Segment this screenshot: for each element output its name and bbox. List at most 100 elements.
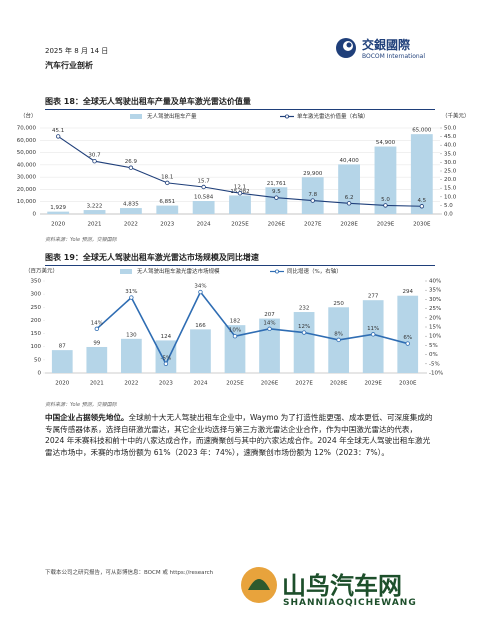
line-marker [336,337,341,343]
bar-label: 3,222 [87,204,103,210]
line-label: 12% [298,324,310,330]
line-label: 10% [229,328,241,334]
paragraph-body: 全球前十大无人驾驶出租车企业中，Waymo 为了打造性能更强、成本更低、可深度集… [45,413,433,457]
bar [301,177,324,214]
y-tick-label: 0 [38,371,42,377]
watermark-subtitle: SHANNIAOQICHEWANG [283,598,417,608]
y-tick-label: 20,000 [17,187,37,193]
footer: 下载本公司之研究报告，可从彭博信息：BOCM 或 https://researc… [45,570,214,576]
bar [83,210,106,214]
y2-tick-label: 35% [429,288,441,294]
bar-label: 21,761 [267,181,286,187]
date: 2025 年 8 月 14 日 [45,47,109,55]
chart: （百万美元） 0 50 100 150 200 250 300 350 -10% -5% 0% 5% 10… [25,267,443,387]
x-tick-label: 2020 [51,222,65,228]
line-marker [370,332,376,337]
line-label: 14% [91,320,103,326]
source: 资料来源：Yole 预测，交银国际 [45,237,117,243]
paragraph-lead: 中国企业占据领先地位。 [45,413,129,422]
y2-tick-label: 40% [429,279,441,285]
y2-tick-label: 40.0 [444,143,457,149]
x-tick-label: 2027E [295,381,313,387]
bar [121,338,142,373]
x-tick-label: 2026E [268,222,286,228]
y2-tick-label: 20% [429,315,441,321]
line-marker [383,203,388,208]
legend-swatch [120,269,132,274]
line-marker [55,134,61,139]
line-label: 34% [194,284,206,290]
y2-tick-label: 5% [429,343,438,349]
watermark-icon [241,567,277,603]
x-tick-label: 2030E [413,222,431,228]
y2-tick-label: 15% [429,325,441,331]
line-marker [274,195,279,200]
bar [229,195,251,214]
bar-label: 1,929 [50,205,66,211]
legend-label: 无人驾驶出租车产量 [147,112,197,120]
line-label: 6.2 [345,195,354,201]
bar-label: 294 [402,289,413,295]
bar-label: 130 [126,332,137,338]
bar-label: 40,400 [339,158,359,164]
y-tick-label: 150 [31,331,42,337]
line-label: -5% [161,355,172,361]
y-tick-label: 250 [31,305,42,311]
bar [293,312,315,373]
legend-swatch [274,269,279,274]
paragraph: 中国企业占据领先地位。全球前十大无人驾驶出租车企业中，Waymo 为了打造性能更… [45,412,435,458]
line-marker [92,158,97,164]
x-tick-label: 2026E [261,381,279,387]
y-tick-label: 30,000 [17,175,37,181]
y-tick-label: 200 [31,318,42,324]
x-tick-label: 2022 [124,222,138,228]
line-marker [301,330,307,335]
bar-label: 6,851 [159,199,175,205]
bar [397,295,419,373]
bar [362,300,384,373]
y2-tick-label: 50.0 [444,126,457,132]
line-marker [198,289,203,295]
bar-label: 4,835 [123,202,139,208]
brand: 交銀國際 [362,38,411,52]
bar-label: 99 [93,340,100,346]
y-tick-label: 50 [34,357,41,363]
bar-label: 250 [333,301,344,307]
y2-tick-label: 10% [429,334,441,340]
line-label: 5.0 [381,197,390,203]
chart: （台） （千美元） 0 10,000 20,000 30,000 40,000 50,000 6… [17,112,470,228]
line-label: 30.7 [88,153,101,159]
x-tick-label: 2030E [399,381,417,387]
y2-tick-label: 25% [429,306,441,312]
watermark-title: 山鸟汽车网 [282,572,402,600]
x-tick-label: 2021 [90,381,104,387]
line-label: 9.5 [272,189,281,195]
chart-title: 图表 19：全球无人驾驶出租车激光雷达市场规模及同比增速 [45,252,435,266]
bar-label: 207 [264,312,275,318]
bar [47,211,70,214]
y2-tick-label: 0.0 [444,212,453,218]
line-label: 14% [263,320,275,326]
x-tick-label: 2027E [304,222,322,228]
bar [338,164,360,214]
bar [259,318,280,373]
line-label: 4.5 [417,198,426,204]
bar-label: 277 [368,294,379,300]
y2-tick-label: 10.0 [444,194,457,200]
y-tick-label: 10,000 [17,199,37,205]
x-tick-label: 2023 [160,222,174,228]
legend-label: 单车激光雷达价值量（右轴） [297,112,369,120]
bar-label: 166 [195,323,206,329]
bar-label: 65,000 [412,128,432,134]
y2-tick-label: 45.0 [444,134,457,140]
line-label: 15.7 [198,178,211,184]
bar-label: 182 [230,319,241,325]
y2-axis-label: （千美元） [442,112,470,120]
line-marker [405,341,410,346]
y2-tick-label: 5.0 [444,203,453,209]
section: 汽车行业剖析 [45,61,93,70]
x-tick-label: 2023 [159,381,173,387]
source: 资料来源：Yole 预测，交银国际 [45,402,117,408]
line-marker [232,333,238,339]
chart-title: 图表 18：全球无人驾驶出租车产量及单车激光雷达价值量 [45,96,435,110]
